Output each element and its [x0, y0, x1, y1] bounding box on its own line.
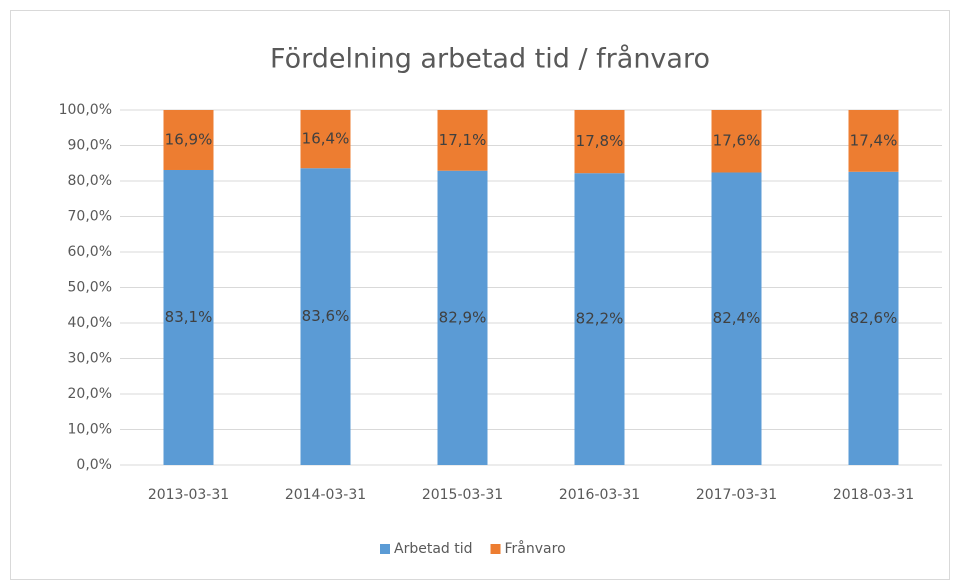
bar-segment: [163, 169, 214, 465]
value-label: 17,4%: [850, 131, 898, 149]
legend-swatch: [380, 544, 390, 554]
bar-segment: [437, 110, 488, 171]
value-label: 17,1%: [439, 131, 487, 149]
bar-segment: [163, 110, 214, 170]
bar-segment: [848, 110, 899, 172]
y-tick-label: 40,0%: [68, 315, 112, 331]
value-label: 17,8%: [576, 132, 624, 150]
y-tick-label: 60,0%: [68, 244, 112, 260]
chart-title: Fördelning arbetad tid / frånvaro: [270, 44, 710, 75]
x-tick-label: 2017-03-31: [696, 487, 777, 503]
legend-label: Arbetad tid: [394, 541, 473, 557]
value-label: 16,9%: [165, 130, 213, 148]
value-label: 82,2%: [576, 310, 624, 328]
x-tick-label: 2015-03-31: [422, 487, 503, 503]
value-label: 82,9%: [439, 308, 487, 326]
legend-swatch: [490, 544, 501, 554]
legend-label: Frånvaro: [505, 540, 566, 557]
y-tick-label: 80,0%: [68, 173, 112, 189]
value-label: 17,6%: [713, 132, 761, 150]
y-tick-label: 0,0%: [76, 457, 112, 473]
x-tick-label: 2013-03-31: [148, 487, 229, 503]
bar-segment: [574, 173, 625, 465]
bar-segment: [711, 172, 762, 466]
y-tick-label: 90,0%: [68, 138, 112, 154]
y-tick-label: 100,0%: [59, 102, 112, 118]
x-tick-label: 2018-03-31: [833, 487, 914, 503]
bar-segment: [437, 170, 488, 465]
value-label: 83,1%: [165, 308, 213, 326]
y-tick-label: 30,0%: [68, 351, 112, 367]
bar-segment: [574, 110, 625, 174]
value-label: 16,4%: [302, 130, 350, 148]
value-label: 82,4%: [713, 309, 761, 327]
value-label: 83,6%: [302, 307, 350, 325]
bar-segment: [711, 110, 762, 173]
bar-segment: [848, 171, 899, 465]
x-tick-label: 2016-03-31: [559, 487, 640, 503]
bar-segment: [300, 110, 351, 169]
x-tick-label: 2014-03-31: [285, 487, 366, 503]
y-tick-label: 70,0%: [68, 209, 112, 225]
y-tick-label: 50,0%: [68, 280, 112, 296]
value-label: 82,6%: [850, 309, 898, 327]
y-tick-label: 20,0%: [68, 386, 112, 402]
y-tick-label: 10,0%: [68, 422, 112, 438]
bar-segment: [300, 168, 351, 465]
